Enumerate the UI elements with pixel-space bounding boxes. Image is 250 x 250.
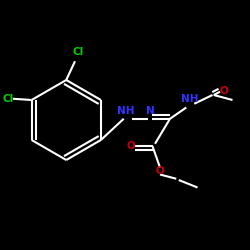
Text: N: N — [146, 106, 154, 116]
Text: O: O — [156, 166, 164, 176]
Text: Cl: Cl — [2, 94, 14, 104]
Text: Cl: Cl — [72, 47, 84, 57]
Text: O: O — [127, 141, 136, 151]
Text: NH: NH — [181, 94, 199, 104]
Text: NH: NH — [118, 106, 135, 116]
Text: O: O — [220, 86, 228, 96]
